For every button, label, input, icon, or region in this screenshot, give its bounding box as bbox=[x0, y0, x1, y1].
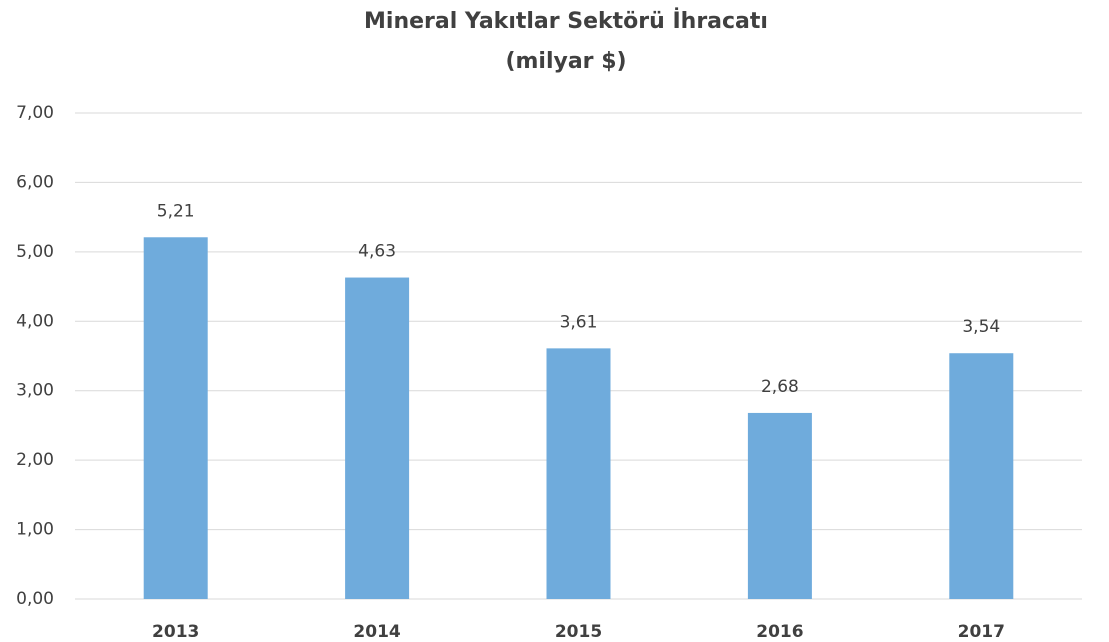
bar bbox=[949, 353, 1014, 599]
data-label: 5,21 bbox=[157, 201, 195, 221]
chart-title: Mineral Yakıtlar Sektörü İhracatı bbox=[364, 8, 768, 34]
data-label: 3,54 bbox=[962, 317, 1000, 337]
y-tick-label: 3,00 bbox=[16, 381, 54, 401]
y-tick-label: 1,00 bbox=[16, 520, 54, 540]
chart-subtitle: (milyar $) bbox=[505, 49, 626, 74]
y-tick-label: 5,00 bbox=[16, 242, 54, 262]
y-tick-label: 4,00 bbox=[16, 311, 54, 331]
x-tick-label: 2014 bbox=[353, 622, 400, 642]
bar bbox=[546, 348, 611, 599]
x-tick-label: 2013 bbox=[152, 622, 199, 642]
bar bbox=[143, 237, 208, 599]
x-tick-label: 2017 bbox=[958, 622, 1005, 642]
data-label: 2,68 bbox=[761, 377, 799, 397]
y-tick-label: 0,00 bbox=[16, 589, 54, 609]
data-label: 3,61 bbox=[560, 312, 598, 332]
x-tick-label: 2015 bbox=[555, 622, 602, 642]
x-tick-label: 2016 bbox=[756, 622, 803, 642]
y-tick-label: 7,00 bbox=[16, 103, 54, 123]
y-tick-label: 6,00 bbox=[16, 172, 54, 192]
bar bbox=[345, 277, 410, 599]
y-tick-label: 2,00 bbox=[16, 450, 54, 470]
bar bbox=[747, 412, 812, 599]
data-label: 4,63 bbox=[358, 242, 396, 262]
